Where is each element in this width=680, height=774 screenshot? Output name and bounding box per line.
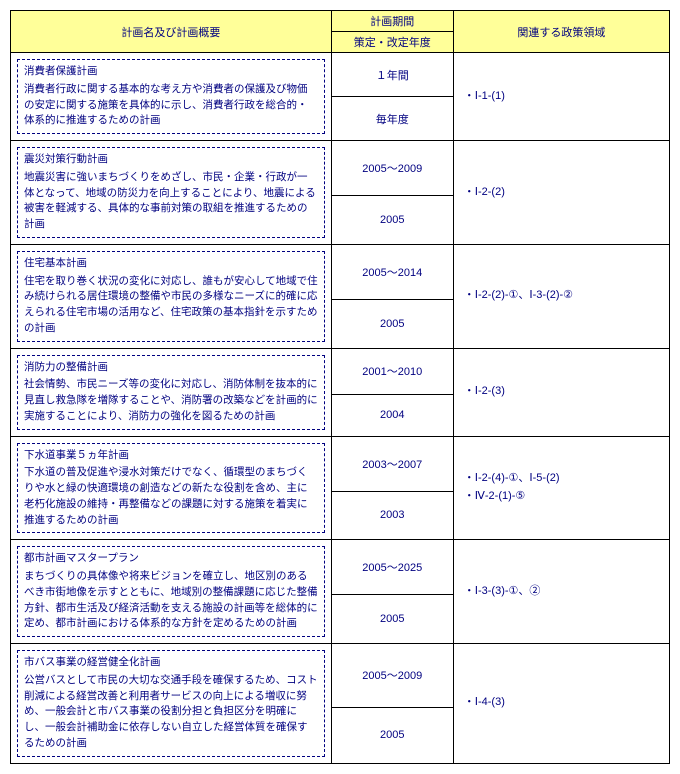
plan-cell: 下水道事業５ヵ年計画下水道の普及促進や浸水対策だけでなく、循環型のまちづくりや水… [11,436,332,540]
plan-cell: 震災対策行動計画地震災害に強いまちづくりをめざし、市民・企業・行政が一体となって… [11,141,332,245]
policy-cell: ・Ⅰ-3-(3)-①、② [453,540,669,644]
plan-cell: 住宅基本計画住宅を取り巻く状況の変化に対応し、誰もが安心して地域で住み続けられる… [11,244,332,348]
plan-title: 消防力の整備計画 [24,360,318,376]
plan-desc: 消費者行政に関する基本的な考え方や消費者の保護及び物価の安定に関する施策を具体的… [24,83,308,127]
revision-cell: 毎年度 [331,97,453,141]
plan-box: 消防力の整備計画社会情勢、市民ニーズ等の変化に対応し、消防体制を抜本的に見直し救… [17,355,325,430]
plan-box: 市バス事業の経営健全化計画公営バスとして市民の大切な交通手段を確保するため、コス… [17,650,325,757]
plan-cell: 市バス事業の経営健全化計画公営バスとして市民の大切な交通手段を確保するため、コス… [11,644,332,764]
policy-cell: ・Ⅰ-2-(4)-①、Ⅰ-5-(2) ・Ⅳ-2-(1)-⑤ [453,436,669,540]
plan-box: 震災対策行動計画地震災害に強いまちづくりをめざし、市民・企業・行政が一体となって… [17,147,325,238]
plan-desc: 地震災害に強いまちづくりをめざし、市民・企業・行政が一体となって、地域の防災力を… [24,171,316,230]
header-period-top: 計画期間 [331,11,453,32]
period-cell: 2003～2007 [331,436,453,491]
plan-title: 消費者保護計画 [24,64,318,80]
plan-cell: 都市計画マスタープランまちづくりの具体像や将来ビジョンを確立し、地区別のあるべき… [11,540,332,644]
plans-table: 計画名及び計画概要 計画期間 関連する政策領域 策定・改定年度 消費者保護計画消… [10,10,670,764]
plan-box: 下水道事業５ヵ年計画下水道の普及促進や浸水対策だけでなく、循環型のまちづくりや水… [17,443,325,534]
period-cell: １年間 [331,53,453,97]
plan-desc: 下水道の普及促進や浸水対策だけでなく、循環型のまちづくりや水と緑の快適環境の創造… [24,466,308,525]
policy-cell: ・Ⅰ-2-(3) [453,348,669,436]
revision-cell: 2003 [331,491,453,540]
period-cell: 2005～2025 [331,540,453,595]
plan-title: 住宅基本計画 [24,256,318,272]
plan-title: 都市計画マスタープラン [24,551,318,567]
revision-cell: 2005 [331,299,453,348]
header-period-bottom: 策定・改定年度 [331,32,453,53]
plan-desc: まちづくりの具体像や将来ビジョンを確立し、地区別のあるべき市街地像を示すとともに… [24,570,318,629]
plan-cell: 消防力の整備計画社会情勢、市民ニーズ等の変化に対応し、消防体制を抜本的に見直し救… [11,348,332,436]
revision-cell: 2005 [331,595,453,644]
policy-cell: ・Ⅰ-2-(2) [453,141,669,245]
plan-title: 震災対策行動計画 [24,152,318,168]
period-cell: 2005～2009 [331,644,453,708]
policy-cell: ・Ⅰ-1-(1) [453,53,669,141]
plan-title: 市バス事業の経営健全化計画 [24,655,318,671]
policy-cell: ・Ⅰ-2-(2)-①、Ⅰ-3-(2)-② [453,244,669,348]
plan-box: 住宅基本計画住宅を取り巻く状況の変化に対応し、誰もが安心して地域で住み続けられる… [17,251,325,342]
plan-desc: 公営バスとして市民の大切な交通手段を確保するため、コスト削減による経営改善と利用… [24,674,318,749]
header-plan: 計画名及び計画概要 [11,11,332,53]
revision-cell: 2005 [331,707,453,763]
plan-cell: 消費者保護計画消費者行政に関する基本的な考え方や消費者の保護及び物価の安定に関す… [11,53,332,141]
period-cell: 2005～2009 [331,141,453,196]
revision-cell: 2004 [331,395,453,436]
plan-box: 消費者保護計画消費者行政に関する基本的な考え方や消費者の保護及び物価の安定に関す… [17,59,325,134]
plan-title: 下水道事業５ヵ年計画 [24,448,318,464]
plan-desc: 住宅を取り巻く状況の変化に対応し、誰もが安心して地域で住み続けられる居住環境の整… [24,275,318,334]
period-cell: 2001～2010 [331,348,453,395]
policy-cell: ・Ⅰ-4-(3) [453,644,669,764]
plan-desc: 社会情勢、市民ニーズ等の変化に対応し、消防体制を抜本的に見直し救急隊を増隊するこ… [24,378,318,422]
header-policy: 関連する政策領域 [453,11,669,53]
period-cell: 2005～2014 [331,244,453,299]
plan-box: 都市計画マスタープランまちづくりの具体像や将来ビジョンを確立し、地区別のあるべき… [17,546,325,637]
revision-cell: 2005 [331,196,453,245]
